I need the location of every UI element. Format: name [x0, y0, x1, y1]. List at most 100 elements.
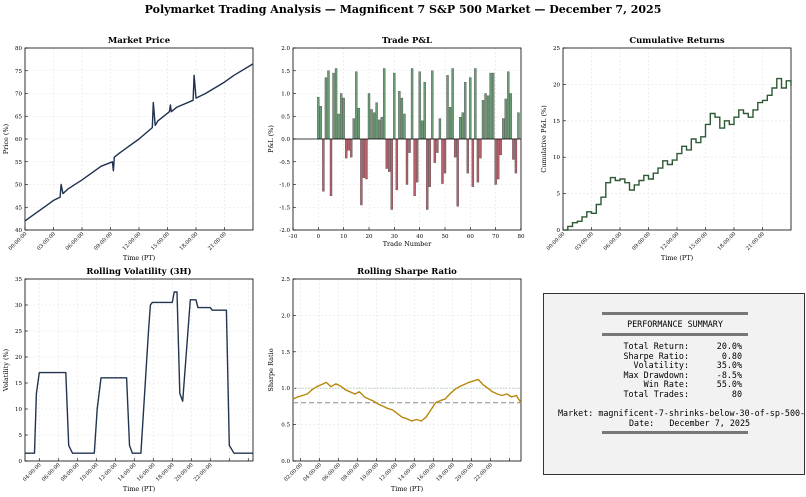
- y-tick-label: 10: [553, 155, 560, 161]
- plot-frame: [24, 278, 254, 462]
- x-tick-label: 20:00:00: [454, 462, 475, 483]
- summary-value: 80: [731, 389, 742, 399]
- y-tick-label: 0.5: [281, 423, 290, 429]
- x-tick-label: 18:00:00: [435, 462, 456, 483]
- x-tick-label: 0: [317, 234, 321, 240]
- volatility-line: [25, 291, 253, 454]
- y-tick-label: 1.5: [281, 350, 290, 356]
- x-tick-label: 70: [492, 234, 499, 240]
- x-tick-label: 02:00:00: [283, 462, 304, 483]
- summary-label: Total Trades:: [623, 389, 689, 399]
- y-tick-label: 5: [19, 433, 23, 439]
- y-tick-label: 1.0: [281, 386, 290, 392]
- x-axis-label: Time (PT): [123, 485, 156, 493]
- summary-market-label: Market:: [558, 408, 594, 418]
- chart-title: Rolling Sharpe Ratio: [357, 267, 457, 277]
- y-axis-label: P&L (%): [267, 125, 275, 153]
- summary-label: Max Drawdown:: [623, 369, 689, 380]
- plot-frame: [24, 47, 254, 231]
- x-axis-label: Time (PT): [123, 254, 156, 262]
- y-tick-label: 0.0: [281, 459, 290, 465]
- cumulative-line: [563, 77, 792, 231]
- y-axis-label: Volatility (%): [2, 348, 10, 392]
- y-tick-label: 60: [15, 137, 22, 143]
- price-line: [24, 63, 254, 222]
- x-tick-label: 60: [467, 234, 474, 240]
- y-axis-label: Sharpe Ratio: [267, 348, 275, 391]
- chart-title: Rolling Volatility (3H): [86, 266, 191, 277]
- summary-rule-bottom: [602, 431, 748, 434]
- x-tick-label: 10: [340, 234, 347, 240]
- summary-rule-top: [602, 312, 748, 315]
- y-tick-label: 70: [15, 92, 22, 98]
- x-axis-label: Trade Number: [383, 240, 432, 248]
- x-tick-label: 12:00:00: [378, 462, 399, 483]
- y-tick-label: 15: [553, 119, 560, 125]
- x-tick-label: 14:00:00: [397, 462, 418, 483]
- y-tick-label: 2.0: [281, 313, 290, 319]
- summary-date-value: December 7, 2025: [669, 418, 751, 428]
- chart-title: Market Price: [108, 36, 171, 46]
- summary-label: Total Return:: [623, 341, 689, 351]
- y-tick-label: 15: [15, 381, 22, 387]
- y-tick-label: 30: [15, 303, 22, 309]
- y-tick-label: 45: [15, 205, 22, 211]
- y-tick-label: 40: [15, 228, 22, 234]
- y-axis-label: Cumulative P&L (%): [540, 105, 548, 173]
- chart-title: Cumulative Returns: [629, 36, 725, 46]
- y-tick-label: 65: [15, 114, 22, 120]
- summary-label: Volatility:: [633, 360, 689, 371]
- y-tick-label: 25: [15, 329, 22, 335]
- x-tick-label: 40: [416, 234, 423, 240]
- x-tick-label: 30: [391, 234, 398, 240]
- y-tick-label: 75: [15, 69, 22, 75]
- x-axis-label: Time (PT): [391, 485, 424, 493]
- summary-value: 20.0%: [716, 341, 742, 351]
- sharpe-line: [292, 378, 522, 422]
- x-tick-label: 50: [442, 234, 449, 240]
- performance-summary-box: PERFORMANCE SUMMARY Total Return: 20.0% Sh…: [543, 293, 806, 475]
- y-tick-label: -2.0: [279, 228, 290, 234]
- y-tick-label: 55: [15, 160, 22, 166]
- x-tick-label: 20: [366, 234, 373, 240]
- y-tick-label: 1.5: [281, 69, 290, 75]
- y-tick-label: 25: [553, 46, 560, 52]
- y-tick-label: 0.0: [281, 137, 290, 143]
- plot-frame: [292, 278, 522, 462]
- y-tick-label: 1.0: [281, 92, 290, 98]
- chart-title: Trade P&L: [382, 36, 432, 46]
- y-tick-label: 20: [15, 355, 22, 361]
- summary-label: Sharpe Ratio:: [623, 350, 689, 361]
- y-tick-label: 80: [15, 46, 22, 52]
- x-tick-label: 80: [518, 234, 525, 240]
- figure-title: Polymarket Trading Analysis — Magnificen…: [144, 3, 662, 16]
- plot-frame: [562, 47, 792, 231]
- summary-rule-mid: [602, 333, 748, 336]
- y-axis-label: Price (%): [2, 123, 10, 154]
- y-tick-label: 5: [557, 192, 561, 198]
- y-tick-label: 0: [19, 459, 23, 465]
- x-tick-label: -10: [289, 234, 298, 240]
- y-tick-label: 0.5: [281, 114, 290, 120]
- summary-value: 0.80: [721, 350, 742, 361]
- summary-value: -8.5%: [716, 369, 742, 380]
- x-tick-label: 06:00:00: [321, 462, 342, 483]
- summary-date-label: Date:: [629, 418, 655, 428]
- summary-value: 55.0%: [716, 379, 742, 390]
- y-tick-label: 20: [553, 82, 560, 88]
- summary-header: PERFORMANCE SUMMARY: [627, 319, 723, 329]
- y-tick-label: 35: [15, 277, 22, 283]
- x-tick-label: 04:00:00: [302, 462, 323, 483]
- y-tick-label: -1.5: [279, 205, 290, 211]
- summary-label: Win Rate:: [643, 379, 689, 390]
- x-tick-label: 16:00:00: [416, 462, 437, 483]
- y-tick-label: 0: [557, 228, 561, 234]
- summary-market-value: magnificent-7-shrinks-below-30-of-sp-500…: [598, 408, 806, 418]
- y-tick-label: 2.0: [281, 46, 290, 52]
- summary-value: 35.0%: [716, 360, 742, 371]
- x-tick-label: 08:00:00: [340, 462, 361, 483]
